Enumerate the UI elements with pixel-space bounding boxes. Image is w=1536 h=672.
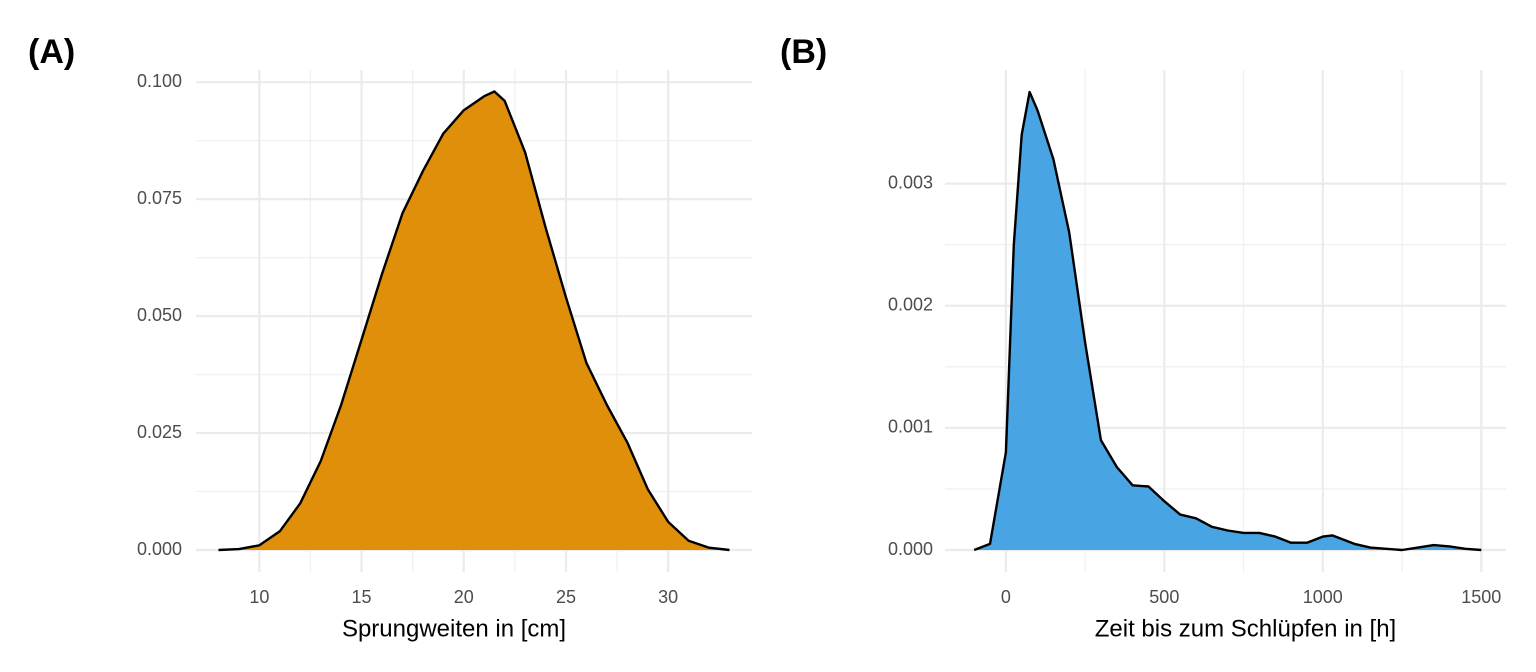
panel-label: (B) bbox=[780, 33, 827, 71]
x-tick-label: 30 bbox=[658, 587, 678, 607]
x-tick-label: 25 bbox=[556, 587, 576, 607]
y-tick-label: 0.000 bbox=[888, 539, 933, 559]
density-line bbox=[973, 90, 1482, 552]
y-tick-label: 0.025 bbox=[137, 422, 182, 442]
y-tick-label: 0.100 bbox=[137, 71, 182, 91]
y-tick-label: 0.002 bbox=[888, 294, 933, 314]
y-tick-label: 0.001 bbox=[888, 417, 933, 437]
x-tick-label: 1500 bbox=[1461, 587, 1501, 607]
panel-label: (A) bbox=[28, 33, 75, 71]
y-tick-label: 0.000 bbox=[137, 539, 182, 559]
y-tick-label: 0.050 bbox=[137, 305, 182, 325]
x-tick-label: 10 bbox=[249, 587, 269, 607]
x-tick-label: 0 bbox=[1001, 587, 1011, 607]
density-area bbox=[218, 91, 730, 551]
x-tick-label: 1000 bbox=[1303, 587, 1343, 607]
x-tick-label: 15 bbox=[352, 587, 372, 607]
y-tick-label: 0.003 bbox=[888, 172, 933, 192]
y-tick-label: 0.075 bbox=[137, 188, 182, 208]
x-tick-label: 20 bbox=[454, 587, 474, 607]
x-tick-label: 500 bbox=[1149, 587, 1179, 607]
density-area bbox=[974, 92, 1482, 551]
axis-title: Zeit bis zum Schlüpfen in [h] bbox=[1095, 615, 1396, 642]
axis-title: Sprungweiten in [cm] bbox=[342, 615, 566, 642]
density-line bbox=[218, 90, 730, 552]
